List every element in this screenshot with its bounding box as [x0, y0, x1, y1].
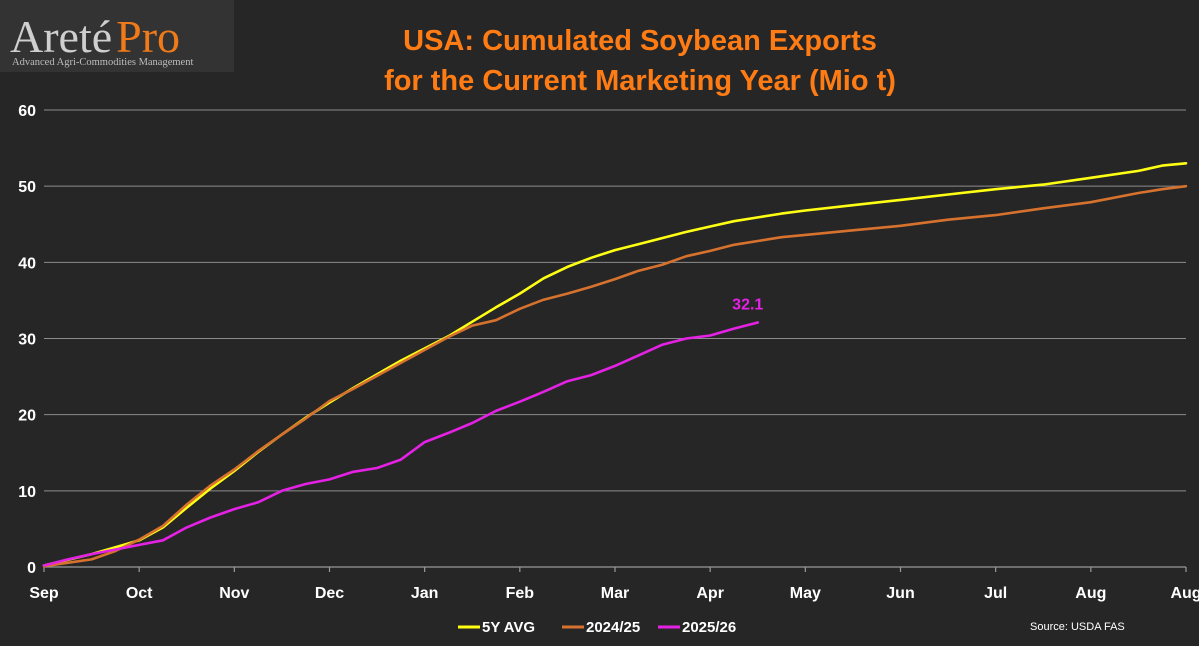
series-lines — [42, 162, 1188, 568]
y-tick-label-40: 40 — [18, 255, 36, 272]
x-tick-label-may-8: May — [790, 585, 821, 602]
gridlines — [44, 109, 1186, 568]
x-tick-label-jul-10: Jul — [984, 585, 1007, 602]
annotations: 32.1 — [732, 297, 763, 314]
logo: AretéPro Advanced Agri-Commodities Manag… — [0, 0, 234, 72]
y-tick-label-10: 10 — [18, 484, 36, 501]
legend-label-2025-26: 2025/26 — [682, 619, 736, 636]
y-axis-ticks: 0 10 20 30 40 50 60 — [18, 103, 36, 577]
x-tick-label-aug-11: Aug — [1075, 585, 1106, 602]
x-tick-label-jun-9: Jun — [886, 585, 914, 602]
y-tick-label-30: 30 — [18, 332, 36, 349]
chart-title-line-1: USA: Cumulated Soybean Exports — [403, 25, 877, 57]
x-tick-label-sep-0: Sep — [29, 585, 59, 602]
y-tick-label-20: 20 — [18, 408, 36, 425]
source-note: Source: USDA FAS — [1030, 621, 1125, 633]
x-tick-label-apr-7: Apr — [696, 585, 724, 602]
x-tick-label-jan-4: Jan — [411, 585, 439, 602]
x-axis-ticks: Sep Oct Nov Dec Jan Feb Mar Apr May Jun Jul Aug Aug — [29, 567, 1199, 602]
x-tick-label-feb-5: Feb — [506, 585, 535, 602]
chart-title-line-2: for the Current Marketing Year (Mio t) — [384, 65, 896, 97]
y-tick-label-0: 0 — [27, 560, 36, 577]
logo-wordmark: AretéPro — [10, 11, 180, 62]
legend: 5Y AVG 2024/25 2025/26 — [458, 619, 736, 636]
x-tick-label-oct-1: Oct — [126, 585, 153, 602]
data-label-2025-26-last: 32.1 — [732, 297, 763, 314]
series-line-2025-26 — [42, 321, 760, 567]
x-tick-label-dec-3: Dec — [315, 585, 344, 602]
legend-label-2024-25: 2024/25 — [586, 619, 640, 636]
x-tick-label-aug-12: Aug — [1170, 585, 1199, 602]
legend-label-5y-avg: 5Y AVG — [482, 619, 535, 636]
series-line-5y-avg — [42, 162, 1188, 567]
logo-background — [0, 0, 234, 72]
y-tick-label-60: 60 — [18, 103, 36, 120]
series-line-2024-25 — [42, 184, 1188, 568]
x-tick-label-mar-6: Mar — [601, 585, 629, 602]
logo-tagline: Advanced Agri-Commodities Management — [12, 57, 193, 68]
x-tick-label-nov-2: Nov — [219, 585, 249, 602]
y-tick-label-50: 50 — [18, 179, 36, 196]
